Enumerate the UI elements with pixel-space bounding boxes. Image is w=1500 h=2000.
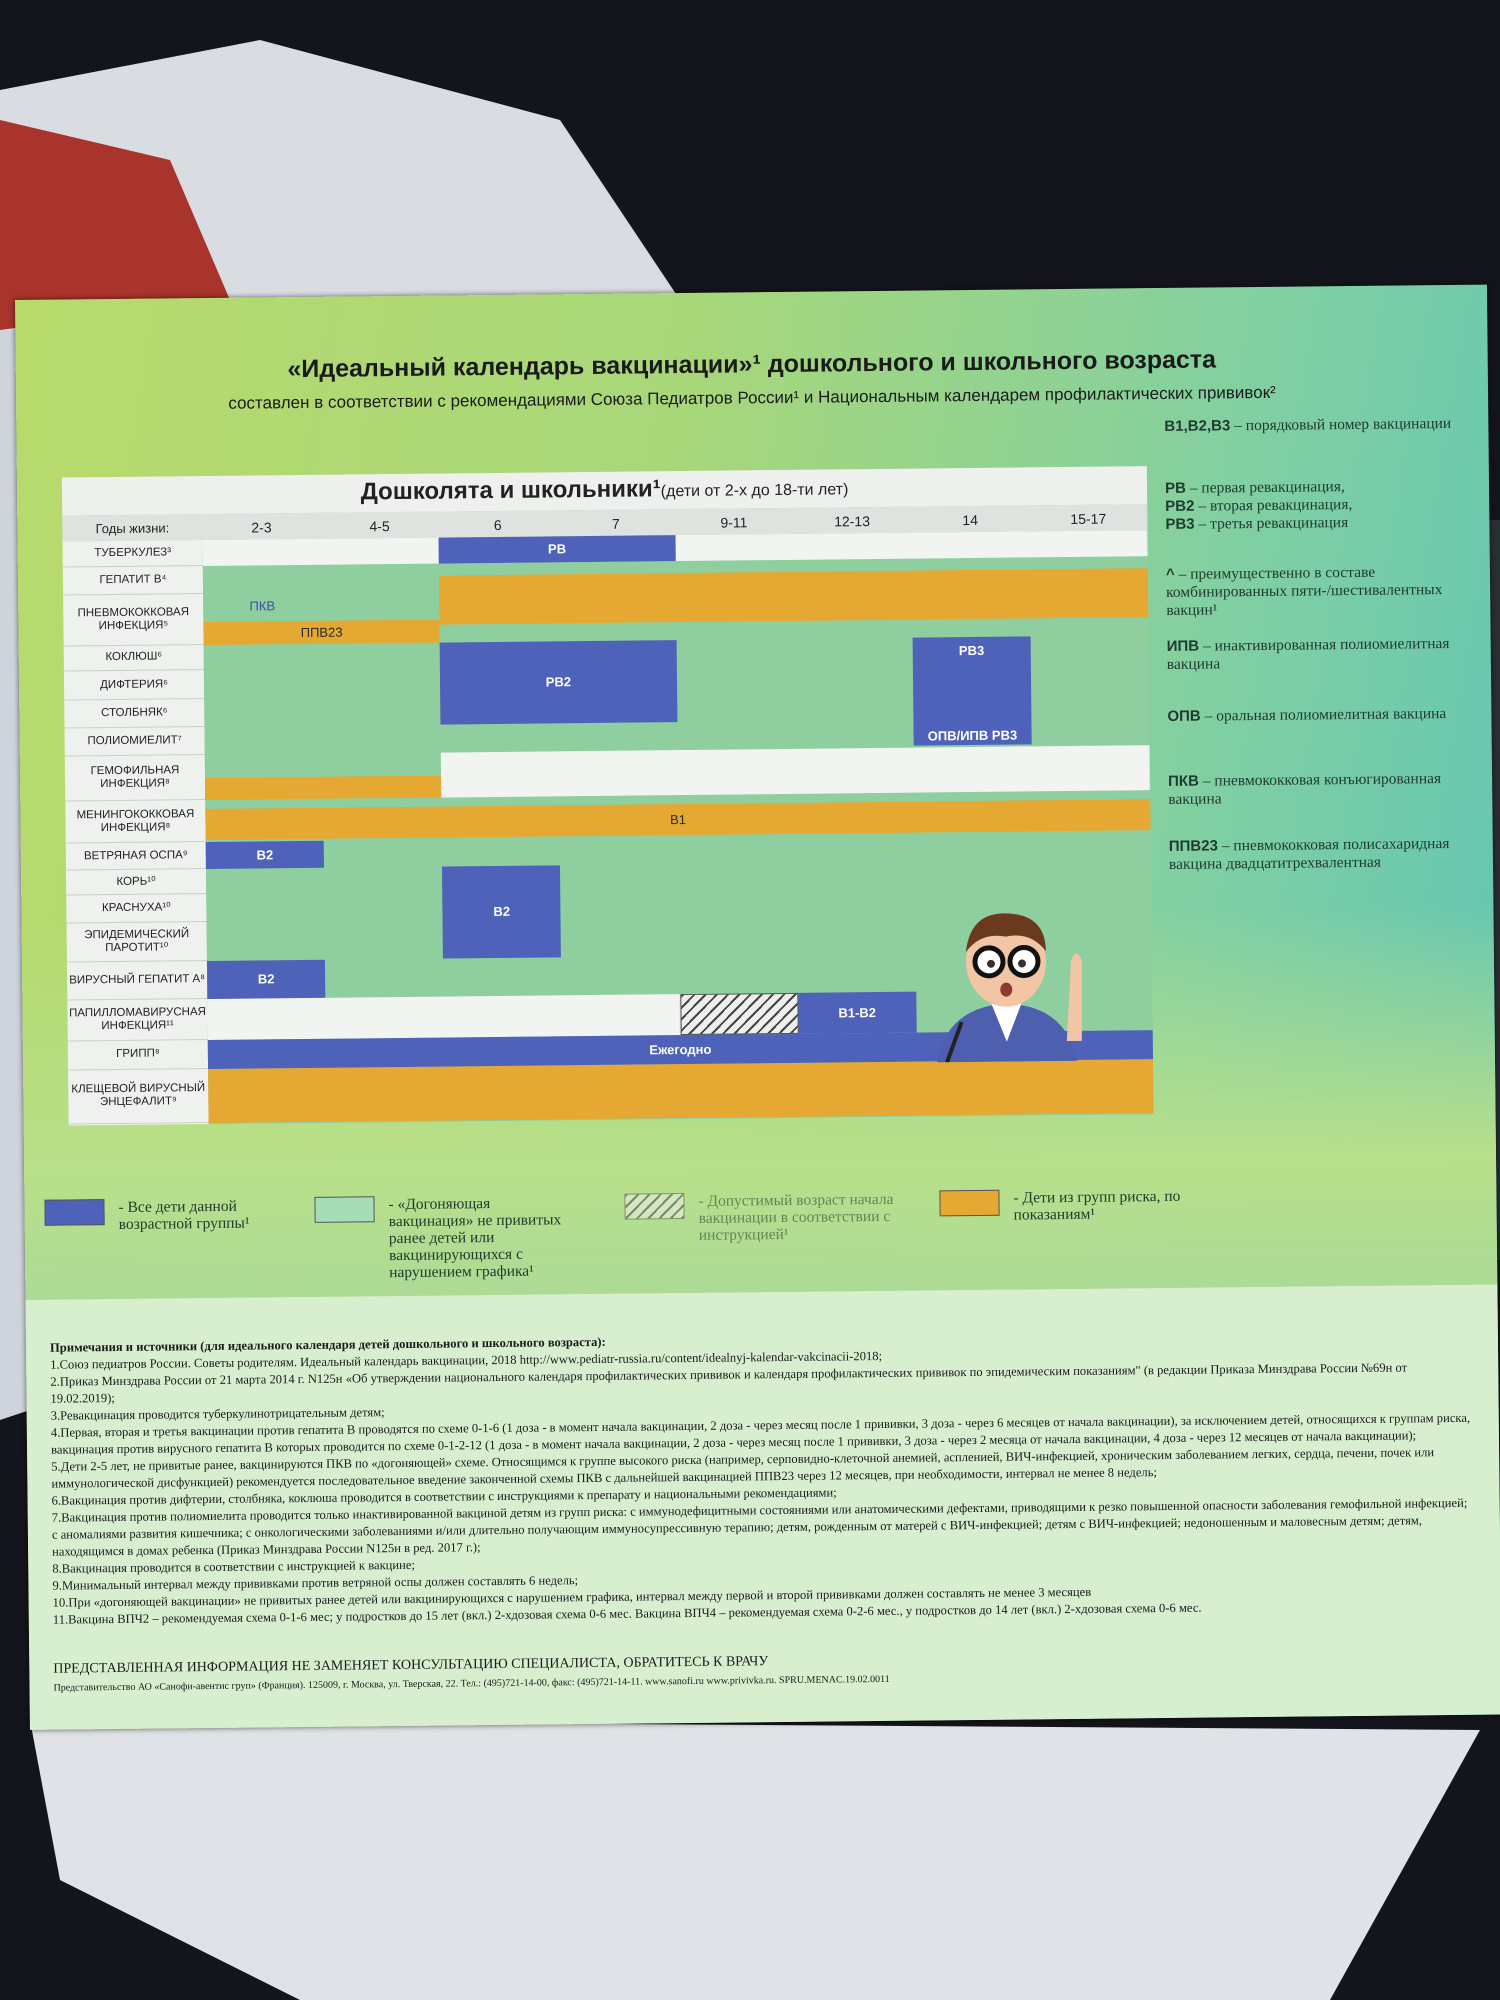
bar: РВ2 [439, 639, 677, 725]
legend-text: - Допустимый возраст начала вакцинации в… [698, 1190, 894, 1244]
row-label: КРАСНУХА¹⁰ [66, 894, 207, 924]
row-label: ПАПИЛЛОМАВИРУСНАЯ ИНФЕКЦИЯ¹¹ [67, 999, 208, 1042]
term: ОПВ [1167, 707, 1201, 725]
side-item: ИПВ – инактивированная полиомиелитная ва… [1167, 635, 1467, 674]
term: РВ3 [1165, 515, 1195, 533]
bar: В2 [205, 840, 325, 869]
term: ППВ23 [1168, 837, 1218, 855]
description: – оральная полиомиелитная вакцина [1200, 705, 1447, 725]
heading-note: (дети от 2-х до 18-ти лет) [660, 481, 849, 501]
bar: В2 [442, 865, 562, 959]
red-object [0, 120, 230, 330]
bar: РВ3 ОПВ/ИПВ РВ3 [912, 635, 1032, 746]
row-label: ВЕТРЯНАЯ ОСПА⁹ [65, 842, 206, 871]
label: ПКВ [249, 598, 276, 614]
row-label: ГЕМОФИЛЬНАЯ ИНФЕКЦИЯ⁸ [64, 755, 206, 802]
age-label: 15-17 [1070, 510, 1107, 527]
leaflet: «Идеальный календарь вакцинации»¹ дошкол… [15, 284, 1500, 1730]
age-label: Годы жизни: [95, 520, 170, 537]
bar: В1-В2 [797, 991, 917, 1034]
age-label: 6 [493, 516, 502, 533]
bar [679, 992, 799, 1035]
grid: ППВ23 В1 РВ ПКВ РВ2 РВ3 ОПВ/ИПВ РВ3 В2 В2 В2 В1-В2… [202, 530, 1154, 1125]
legend-item: - Все дети данной возрастной группы¹ [44, 1197, 268, 1233]
term: В1,В2,В3 [1164, 417, 1231, 435]
legend-item: - Дети из групп риска, по показаниям¹ [939, 1188, 1193, 1225]
row-label: СТОЛБНЯК⁶ [64, 699, 205, 729]
row-label: ВИРУСНЫЙ ГЕПАТИТ А⁸ [66, 960, 208, 1001]
swatch [939, 1189, 1000, 1217]
row-label: ТУБЕРКУЛЕЗ³ [62, 540, 203, 568]
side-item: ППВ23 – пневмококковая полисахаридная ва… [1169, 835, 1469, 874]
description: – инактивированная полиомиелитная вакцин… [1166, 634, 1450, 673]
term: ИПВ [1166, 637, 1200, 655]
description: – первая ревакцинация, [1185, 478, 1345, 497]
swatch [624, 1193, 685, 1220]
color-legend: - Все дети данной возрастной группы¹ - «… [44, 1185, 1485, 1290]
notes: Примечания и источники (для идеального к… [50, 1325, 1473, 1629]
schedule-table: Дошколята и школьники¹(дети от 2-х до 18… [61, 466, 1159, 1127]
description: – преимущественно в составе комбинирован… [1166, 563, 1443, 619]
bar-label: ОПВ/ИПВ РВ3 [927, 727, 1018, 744]
swatch [44, 1199, 105, 1226]
bar [439, 568, 1149, 625]
row-label: ПНЕВМОКОККОВАЯ ИНФЕКЦИЯ⁵ [63, 593, 204, 647]
term: РВ [1164, 479, 1186, 497]
label-column: ТУБЕРКУЛЕЗ³ ГЕПАТИТ В⁴ ПНЕВМОКОККОВАЯ ИНФЕ… [62, 540, 209, 1126]
swatch [314, 1196, 375, 1223]
legend-item: - «Догоняющая вакцинация» не привитых ра… [314, 1194, 579, 1282]
bar: РВ [438, 535, 676, 564]
bar [441, 745, 1151, 798]
age-label: 14 [962, 511, 979, 529]
description: – порядковый номер вакцинации [1230, 414, 1452, 435]
row-label: ЭПИДЕМИЧЕСКИЙ ПАРОТИТ¹⁰ [66, 922, 207, 963]
row-label: ГЕПАТИТ В⁴ [62, 565, 204, 596]
legend-text: - Дети из групп риска, по показаниям¹ [1013, 1187, 1181, 1224]
bar [208, 1059, 1154, 1123]
heading-text: Дошколята и школьники¹ [360, 475, 661, 506]
age-label: 4-5 [369, 518, 390, 535]
boy-illustration [936, 913, 1082, 1063]
bar: ППВ23 [203, 619, 440, 645]
description: – вторая ревакцинация, [1194, 496, 1353, 515]
row-label: КОКЛЮШ⁶ [63, 644, 204, 672]
legend-text: - «Догоняющая вакцинация» не привитых ра… [388, 1195, 562, 1282]
row-label: ПОЛИОМИЕЛИТ⁷ [64, 727, 205, 757]
age-label: 7 [611, 515, 620, 532]
row-label: ДИФТЕРИЯ⁶ [63, 670, 205, 701]
bar [205, 775, 442, 801]
legend-text: - Все дети данной возрастной группы¹ [118, 1197, 250, 1233]
side-item: ^ – преимущественно в составе комбиниров… [1166, 563, 1467, 620]
row-label: ГРИПП⁸ [67, 1039, 209, 1071]
bar-label: РВ3 [958, 642, 985, 658]
age-label: 2-3 [251, 519, 272, 536]
row-label: МЕНИНГОКОККОВАЯ ИНФЕКЦИЯ⁸ [65, 800, 206, 844]
title: «Идеальный календарь вакцинации»¹ дошкол… [287, 345, 1217, 384]
age-label: 12-13 [834, 513, 871, 530]
bar [207, 994, 681, 1040]
subtitle: составлен в соответствии с рекомендациям… [228, 382, 1276, 413]
row-label: КОРЬ¹⁰ [65, 868, 207, 896]
term: ПКВ [1168, 772, 1199, 790]
description: – пневмококковая конъюгированная вакцина [1168, 770, 1442, 808]
term: РВ2 [1165, 497, 1195, 515]
description: – третья ревакцинация [1194, 514, 1349, 533]
bar: В1 [205, 798, 1151, 841]
side-item: ОПВ – оральная полиомиелитная вакцина [1167, 705, 1467, 726]
legend-item: - Допустимый возраст начала вакцинации в… [624, 1191, 899, 1245]
bar: В2 [206, 959, 326, 1000]
age-label: 9-11 [720, 514, 748, 531]
side-item: В1,В2,В3 – порядковый номер вакцинации [1164, 415, 1464, 436]
side-legend: В1,В2,В3 – порядковый номер вакцинации РВ… [1164, 415, 1484, 873]
plastic-bottom [30, 1720, 1480, 2000]
side-item: РВ3 – третья ревакцинация [1165, 513, 1465, 534]
side-item: ПКВ – пневмококковая конъюгированная вак… [1168, 770, 1468, 809]
term: ^ [1165, 565, 1175, 583]
row-label: КЛЕЩЕВОЙ ВИРУСНЫЙ ЭНЦЕФАЛИТ⁹ [68, 1069, 209, 1125]
